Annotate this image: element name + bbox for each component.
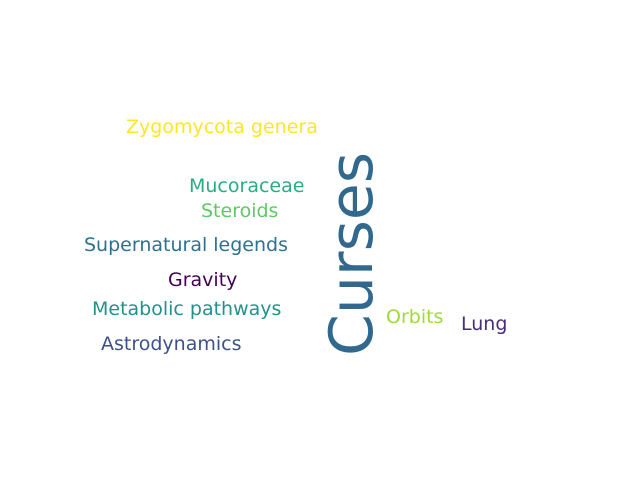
word-astrodynamics: Astrodynamics (101, 333, 242, 355)
word-steroids: Steroids (201, 200, 279, 222)
word-zygomycota-genera: Zygomycota genera (126, 116, 318, 138)
word-mucoraceae: Mucoraceae (189, 175, 305, 197)
word-gravity: Gravity (168, 269, 238, 291)
word-supernatural-legends: Supernatural legends (84, 234, 288, 256)
word-curses: Curses (317, 151, 387, 356)
word-orbits: Orbits (386, 306, 444, 328)
word-metabolic-pathways: Metabolic pathways (92, 298, 282, 320)
word-lung: Lung (461, 313, 508, 335)
